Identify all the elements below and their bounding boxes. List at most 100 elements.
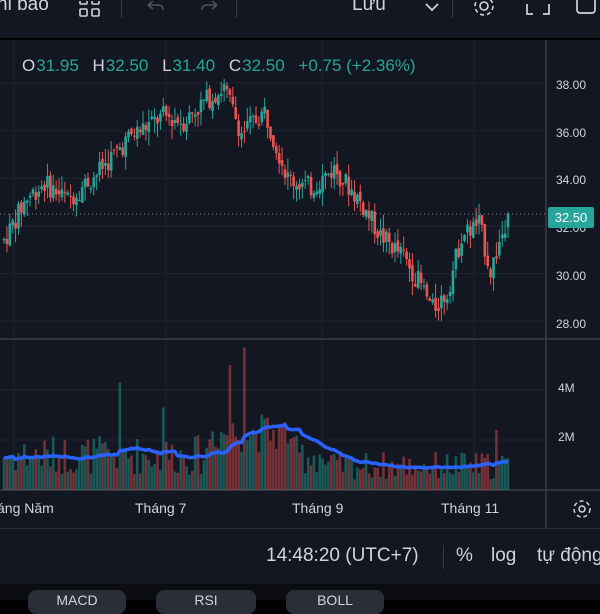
- candle-body: [280, 160, 284, 166]
- volume-bar: [69, 469, 72, 490]
- candle-body: [500, 234, 504, 239]
- top-toolbar: hỉ báo Lưu: [0, 0, 600, 38]
- candle-body: [246, 121, 249, 129]
- volume-bar: [25, 465, 29, 490]
- volume-bar: [506, 458, 510, 490]
- save-button[interactable]: Lưu: [352, 0, 386, 15]
- ohlc-legend: O31.95 H32.50 L31.40 C32.50 +0.75 (+2.36…: [22, 56, 425, 76]
- candle-body: [289, 174, 293, 176]
- undo-icon[interactable]: [141, 0, 169, 22]
- candle-body: [228, 89, 232, 95]
- volume-bar: [376, 467, 379, 490]
- log-toggle[interactable]: log: [491, 545, 517, 566]
- volume-bar: [283, 422, 287, 490]
- volume-bar: [101, 443, 104, 490]
- candle-body: [78, 199, 81, 201]
- tab-rsi[interactable]: RSI: [156, 590, 256, 614]
- auto-scale-toggle[interactable]: tự động: [537, 545, 600, 566]
- volume-bar: [399, 464, 403, 490]
- volume-bar: [500, 455, 504, 490]
- volume-bar: [179, 450, 182, 490]
- time-axis-label: Tháng 11: [441, 500, 500, 516]
- candle-body: [492, 257, 495, 279]
- volume-bar: [440, 469, 443, 490]
- candle-body: [269, 126, 272, 139]
- candle-body: [390, 243, 394, 254]
- candle-body: [185, 123, 188, 133]
- candle-body: [266, 109, 269, 128]
- candle-body: [5, 238, 9, 244]
- volume-bar: [495, 430, 498, 490]
- volume-bar: [454, 456, 458, 490]
- volume-bar: [11, 455, 14, 490]
- volume-bar: [277, 424, 281, 490]
- candle-body: [46, 175, 49, 188]
- volume-bar: [402, 456, 406, 490]
- time-axis-label: áng Năm: [0, 500, 54, 516]
- volume-bar: [176, 472, 180, 490]
- volume-bar: [89, 473, 93, 490]
- candle-body: [37, 191, 41, 197]
- candle-body: [86, 177, 90, 187]
- volume-bar: [190, 471, 194, 490]
- toolbar-divider: [121, 0, 122, 18]
- tab-boll[interactable]: BOLL: [286, 590, 384, 614]
- candle-body: [402, 249, 406, 251]
- candle-body: [382, 228, 385, 243]
- candle-body: [425, 284, 429, 297]
- volume-bar: [445, 454, 449, 490]
- candle-body: [66, 192, 70, 196]
- candle-body: [222, 83, 226, 91]
- candle-body: [40, 186, 43, 190]
- volume-bar: [217, 448, 220, 490]
- volume-bar: [489, 479, 492, 490]
- volume-bar: [269, 440, 272, 490]
- layout-grid-icon[interactable]: [76, 0, 104, 22]
- tab-macd[interactable]: MACD: [28, 590, 126, 614]
- volume-bar: [225, 435, 229, 490]
- toolbar-divider: [452, 0, 453, 18]
- volume-bar: [2, 457, 6, 490]
- candle-body: [379, 229, 382, 236]
- high-value: 32.50: [105, 56, 149, 75]
- volume-bar: [138, 473, 142, 490]
- volume-bar: [309, 465, 313, 490]
- candle-body: [295, 185, 298, 190]
- redo-icon[interactable]: [196, 0, 224, 22]
- settings-gear-icon[interactable]: [570, 498, 598, 520]
- open-value: 31.95: [36, 56, 79, 75]
- candle-body: [480, 215, 484, 226]
- gear-icon[interactable]: [470, 0, 498, 22]
- change-value: +0.75 (+2.36%): [298, 56, 416, 75]
- volume-bar: [306, 457, 310, 490]
- fullscreen-icon[interactable]: [524, 0, 552, 22]
- candle-body: [11, 220, 14, 226]
- volume-bar: [72, 472, 75, 490]
- volume-bar: [431, 466, 434, 490]
- indicators-button[interactable]: hỉ báo: [0, 0, 49, 15]
- volume-bar: [219, 431, 223, 490]
- candle-body: [428, 298, 432, 301]
- volume-bar: [46, 449, 49, 490]
- volume-bar: [251, 429, 255, 490]
- status-divider: [443, 545, 444, 569]
- candlestick-chart[interactable]: [0, 40, 600, 528]
- candle-body: [457, 248, 461, 258]
- candle-body: [57, 190, 61, 195]
- price-chart[interactable]: O31.95 H32.50 L31.40 C32.50 +0.75 (+2.36…: [0, 40, 600, 528]
- price-axis-label: 36.00: [556, 126, 587, 140]
- volume-bar: [20, 457, 23, 490]
- candle-body: [80, 187, 84, 203]
- volume-bar: [80, 444, 84, 490]
- candle-body: [495, 256, 498, 259]
- volume-bar: [109, 457, 113, 490]
- candle-body: [448, 291, 452, 296]
- volume-bar: [408, 458, 411, 490]
- percent-toggle[interactable]: %: [456, 545, 473, 566]
- camera-icon[interactable]: [572, 0, 600, 22]
- volume-bar: [286, 443, 290, 490]
- low-value: 31.40: [172, 56, 216, 75]
- volume-bar: [214, 446, 217, 490]
- volume-bar: [301, 444, 304, 490]
- chevron-down-icon[interactable]: [418, 0, 446, 22]
